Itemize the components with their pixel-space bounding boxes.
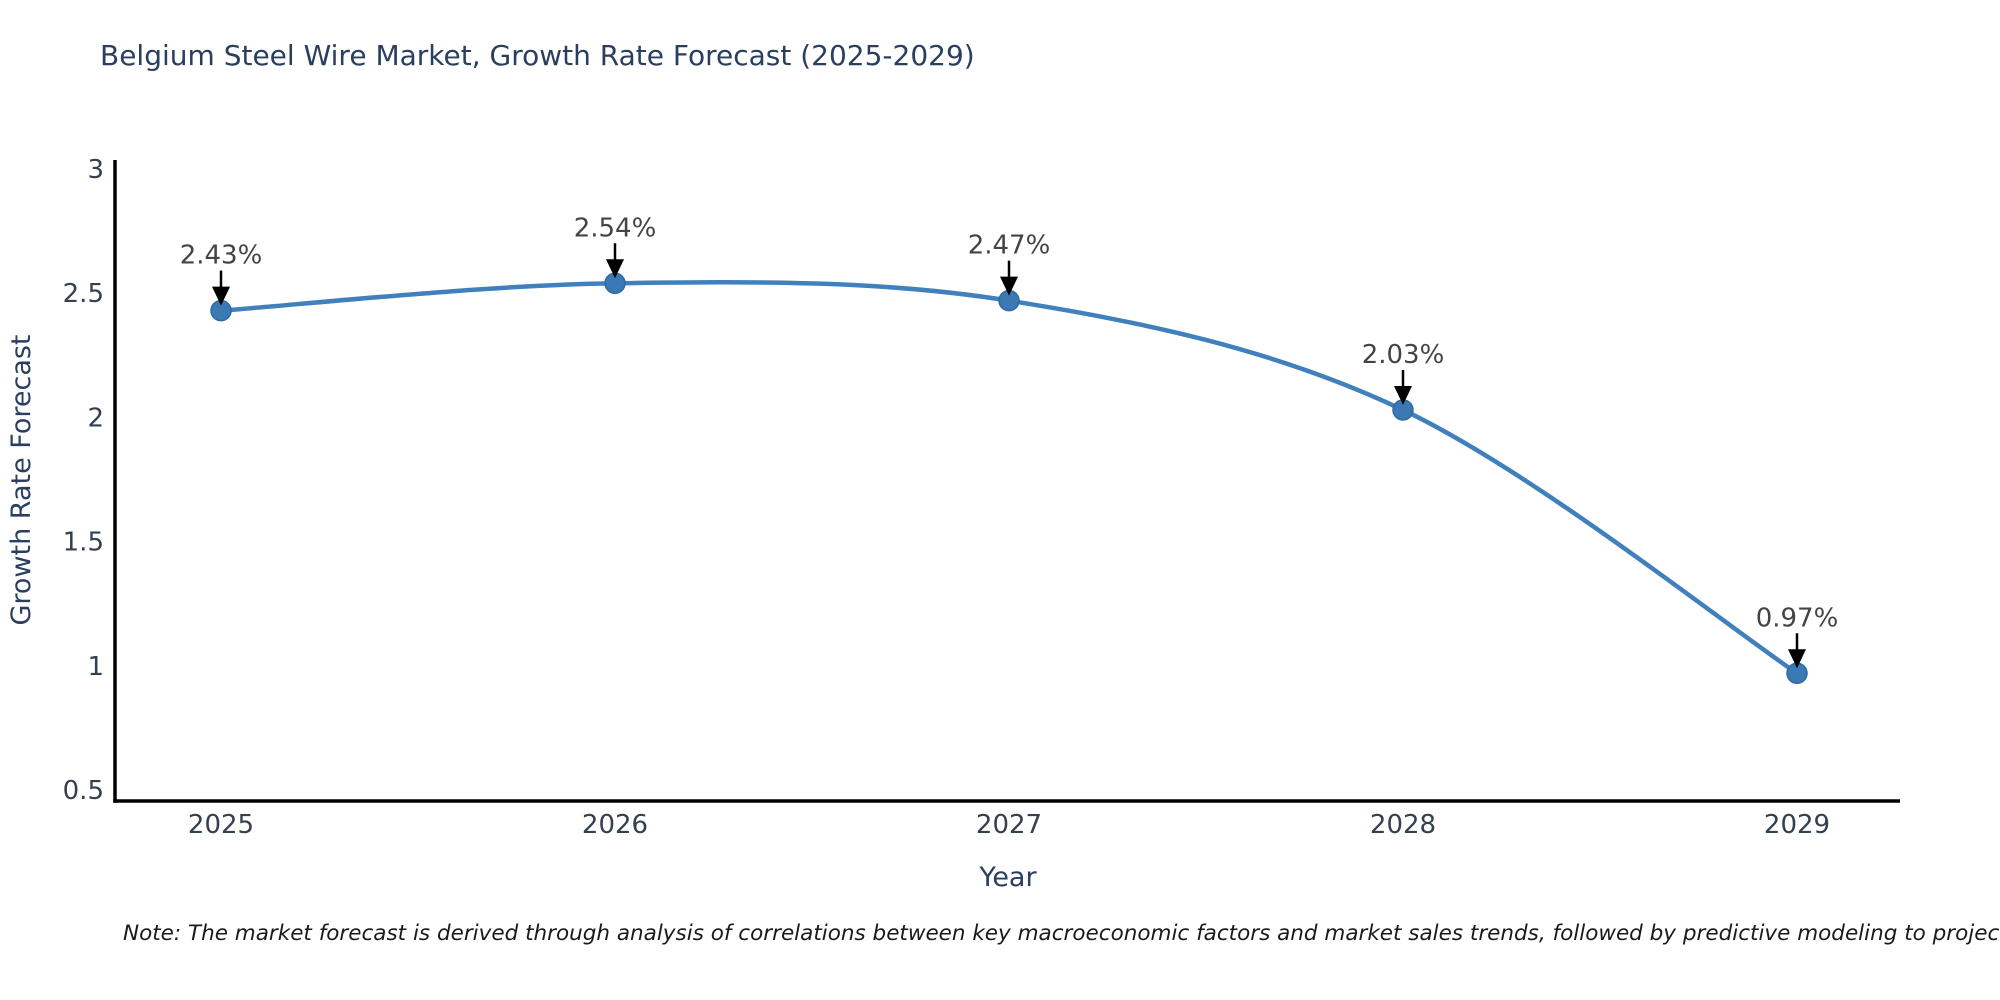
x-axis-title: Year [978, 862, 1037, 893]
x-tick-label: 2029 [1764, 810, 1830, 840]
point-value-label: 2.47% [968, 231, 1051, 261]
x-tick-label: 2025 [188, 810, 254, 840]
x-tick-label: 2027 [976, 810, 1042, 840]
annotation-arrowhead [1788, 649, 1806, 669]
point-annotation: 0.97% [1756, 603, 1839, 669]
y-tick-label: 2.5 [63, 279, 104, 309]
y-axis-tick-labels: 0.5 1 1.5 2 2.5 3 [63, 155, 104, 806]
point-annotation: 2.47% [968, 231, 1051, 296]
y-tick-label: 0.5 [63, 776, 104, 806]
point-value-label: 2.54% [574, 213, 657, 243]
data-series [210, 272, 1808, 685]
point-annotation: 2.54% [574, 213, 657, 279]
x-tick-label: 2028 [1370, 810, 1436, 840]
point-annotation: 2.03% [1362, 340, 1445, 405]
trend-line [218, 280, 1800, 676]
chart-title: Belgium Steel Wire Market, Growth Rate F… [100, 39, 975, 72]
annotation-arrowhead [606, 259, 624, 279]
y-tick-label: 2 [87, 403, 104, 433]
footnote: Note: The market forecast is derived thr… [123, 921, 2000, 946]
annotation-arrowhead [212, 286, 230, 306]
x-tick-label: 2026 [582, 810, 648, 840]
point-value-label: 2.43% [180, 241, 263, 271]
point-value-label: 0.97% [1756, 603, 1839, 633]
point-annotation: 2.43% [180, 241, 263, 306]
point-value-label: 2.03% [1362, 340, 1445, 370]
axes [113, 160, 1900, 803]
y-tick-label: 1 [87, 652, 104, 682]
annotation-arrowhead [1000, 276, 1018, 296]
y-axis-title: Growth Rate Forecast [6, 334, 37, 625]
y-tick-label: 3 [87, 155, 104, 185]
point-annotations: 2.43% 2.54% 2.47% 2.03% 0.97% [180, 213, 1839, 669]
y-tick-label: 1.5 [63, 528, 104, 558]
x-axis-tick-labels: 2025 2026 2027 2028 2029 [188, 810, 1830, 840]
annotation-arrowhead [1394, 385, 1412, 405]
